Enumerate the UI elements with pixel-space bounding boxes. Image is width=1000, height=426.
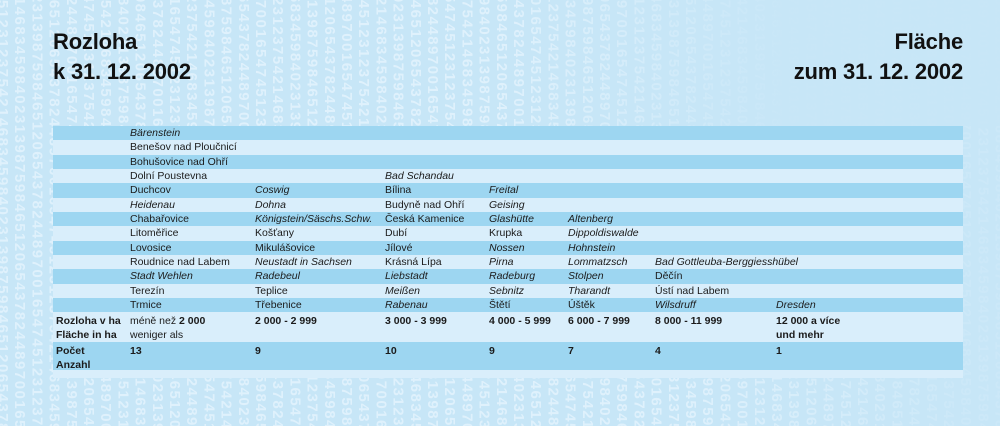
city-cell: Rabenau [385,299,428,312]
city-cell: Úštěk [568,299,595,312]
count-row: Počet Anzahl 13 9 10 9 7 4 1 [53,342,963,372]
city-cell: Radebeul [255,270,300,283]
city-cell: Freital [489,184,519,197]
city-cell: Coswig [255,184,290,197]
city-cell: Trmice [130,299,162,312]
size-range-cell: 4 000 - 5 999 [489,315,551,328]
city-cell: Tharandt [568,284,611,297]
size-range-cell: 12 000 a více und mehr [776,315,841,342]
table-row: Benešov nad Ploučnicí [53,140,963,155]
city-cell: Dolní Poustevna [130,170,208,183]
city-cell: Liebstadt [385,270,428,283]
city-cell: Ústí nad Labem [655,284,730,297]
city-cell: Terezín [130,284,165,297]
count-value: 7 [568,345,574,358]
title-czech-line1: Rozloha [53,29,138,54]
table-row: Trmice Třebenice Rabenau Štětí Úštěk Wilsdruf… [53,298,963,313]
city-cell: Geising [489,198,525,211]
size-range-header-row: Rozloha v ha Fläche in ha méně než 2 000 we… [53,312,963,343]
city-cell: Teplice [255,284,288,297]
city-cell: Radeburg [489,270,536,283]
pattern-fade-overlay-top [0,0,1000,126]
city-cell: Dohna [255,198,286,211]
city-cell: Lommatzsch [568,256,628,269]
count-value: 1 [776,345,782,358]
table-row: Chabařovice Königstein/Säschs.Schw. Česká … [53,212,963,227]
count-value: 10 [385,345,397,358]
city-cell: Stadt Wehlen [130,270,193,283]
city-cell: Nossen [489,241,525,254]
table-row: Bärenstein [53,126,963,141]
size-range-cell: méně než 2 000 weniger als [130,315,206,342]
city-cell: Bohušovice nad Ohří [130,155,229,168]
size-range-cell: 8 000 - 11 999 [655,315,723,328]
title-german-line1: Fläche [894,29,964,54]
city-cell: Heidenau [130,198,175,211]
table-row: Lovosice Mikulášovice Jílové Nossen Hohnstei… [53,240,963,256]
city-cell: Krupka [489,227,523,240]
size-header-label: Rozloha v ha Fläche in ha [56,315,121,342]
title-german-line2: zum 31. 12. 2002 [793,59,963,84]
city-cell: Bärenstein [130,127,181,139]
city-cell: Sebnitz [489,284,525,297]
city-cell: Hohnstein [568,241,616,254]
city-cell: Litoměřice [130,227,179,240]
city-cell: Altenberg [568,213,613,226]
city-cell: Děčín [655,270,683,283]
city-cell: Meißen [385,284,421,297]
city-cell: Duchcov [130,184,171,197]
table-bottom-strip [53,370,963,379]
area-distribution-table: Bärenstein Benešov nad Ploučnicí Bohušovic… [53,126,963,379]
city-cell: Bílina [385,184,412,197]
size-range-cell: 6 000 - 7 999 [568,315,630,328]
city-cell: Krásná Lípa [385,256,442,269]
city-cell: Chabařovice [130,213,189,226]
count-label: Počet Anzahl [56,345,91,372]
city-cell: Česká Kamenice [385,213,465,226]
table-row: Duchcov Coswig Bílina Freital [53,183,963,198]
city-cell: Třebenice [255,299,302,312]
city-cell: Mikulášovice [255,241,316,254]
table-row: Litoměřice Košťany Dubí Krupka Dippoldiswald… [53,226,963,241]
count-value: 13 [130,345,142,358]
size-range-cell: 2 000 - 2 999 [255,315,317,328]
city-cell: Bad Schandau [385,170,454,183]
city-cell: Neustadt in Sachsen [255,256,352,269]
city-cell: Jílové [385,241,413,254]
city-cell: Dippoldiswalde [568,227,639,240]
city-cell: Wilsdruff [655,299,696,312]
city-cell: Košťany [255,227,294,240]
city-cell: Pirna [489,256,514,269]
city-cell: Benešov nad Ploučnicí [130,141,237,154]
city-cell: Roudnice nad Labem [130,256,230,269]
title-czech-line2: k 31. 12. 2002 [53,59,191,84]
table-row: Terezín Teplice Meißen Sebnitz Tharandt Ústí … [53,283,963,299]
city-cell: Stolpen [568,270,604,283]
table-row: Roudnice nad Labem Neustadt in Sachsen Krá… [53,255,963,270]
city-cell: Königstein/Säschs.Schw. [255,213,373,226]
table-row: Heidenau Dohna Budyně nad Ohří Geising [53,197,963,213]
title-czech: Rozloha k 31. 12. 2002 [53,27,191,87]
count-value: 9 [489,345,495,358]
city-cell: Dresden [776,299,816,312]
size-range-cell: 3 000 - 3 999 [385,315,447,328]
city-cell: Dubí [385,227,408,240]
table-row: Dolní Poustevna Bad Schandau [53,169,963,184]
title-german: Fläche zum 31. 12. 2002 [794,27,963,87]
city-cell: Glashütte [489,213,534,226]
city-cell: Lovosice [130,241,172,254]
count-value: 9 [255,345,261,358]
count-value: 4 [655,345,661,358]
table-row: Bohušovice nad Ohří [53,154,963,170]
table-row: Stadt Wehlen Radebeul Liebstadt Radeburg Sto… [53,269,963,284]
city-cell: Budyně nad Ohří [385,198,465,211]
city-cell: Bad Gottleuba-Berggiesshübel [655,256,799,269]
city-cell: Štětí [489,299,511,312]
